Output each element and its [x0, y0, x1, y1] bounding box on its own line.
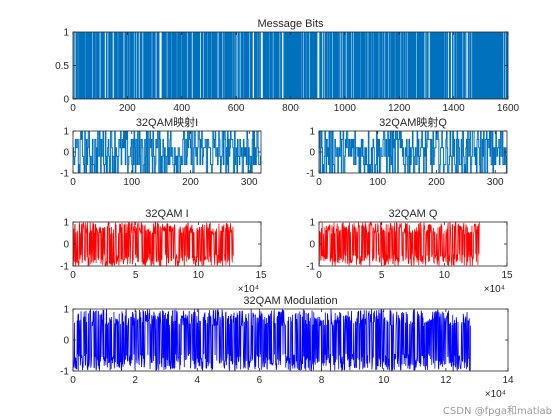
y-tick-label: 0	[63, 148, 69, 159]
x-tick-label: 10	[439, 270, 451, 281]
watermark: CSDN @fpga和matlab	[442, 406, 552, 417]
y-tick-label: 1	[63, 127, 69, 138]
series-signal	[73, 309, 471, 371]
x-tick-label: 15	[255, 270, 267, 281]
series-signal	[73, 222, 234, 266]
x-tick-label: 12	[440, 375, 452, 386]
x-tick-label: 5	[133, 270, 139, 281]
series-levels	[73, 131, 261, 173]
y-tick-label: 0	[309, 148, 315, 159]
x-tick-label: 1600	[497, 103, 520, 114]
x-tick-label: 0	[70, 177, 76, 188]
y-tick-label: 1	[63, 28, 69, 39]
y-tick-label: 0.5	[55, 61, 69, 72]
x-tick-label: 0	[316, 177, 322, 188]
x-tick-label: 14	[502, 375, 514, 386]
x-exponent-label: ×10⁴	[485, 389, 506, 400]
x-tick-label: 10	[193, 270, 205, 281]
x-tick-label: 200	[119, 103, 136, 114]
y-tick-label: 1	[63, 218, 69, 229]
chart-title: 32QAM Q	[389, 208, 438, 220]
data-layer	[73, 309, 471, 371]
x-tick-label: 1200	[388, 103, 411, 114]
chart-title: 32QAM映射Q	[379, 115, 447, 129]
y-tick-label: 0	[63, 336, 69, 347]
y-tick-label: 0	[63, 95, 69, 106]
x-tick-label: 200	[428, 177, 445, 188]
x-tick-label: 300	[241, 177, 258, 188]
series-signal	[319, 222, 480, 266]
series-bits	[73, 32, 508, 99]
x-tick-label: 8	[319, 375, 325, 386]
x-tick-label: 1000	[334, 103, 357, 114]
x-tick-label: 100	[123, 177, 140, 188]
series-levels	[319, 131, 507, 173]
x-tick-label: 600	[228, 103, 245, 114]
x-tick-label: 6	[257, 375, 263, 386]
x-exponent-label: ×10⁴	[484, 284, 505, 295]
y-tick-label: -1	[60, 262, 69, 273]
y-tick-label: 1	[309, 127, 315, 138]
x-tick-label: 400	[173, 103, 190, 114]
x-tick-label: 0	[316, 270, 322, 281]
x-exponent-label: ×10⁴	[238, 284, 259, 295]
x-tick-label: 2	[132, 375, 138, 386]
chart-title: 32QAM I	[145, 208, 188, 220]
x-tick-label: 800	[282, 103, 299, 114]
data-layer	[73, 222, 234, 266]
x-tick-label: 5	[379, 270, 385, 281]
x-tick-label: 15	[501, 270, 513, 281]
x-tick-label: 0	[70, 270, 76, 281]
chart-title: 32QAM映射I	[136, 115, 198, 129]
y-tick-label: -1	[60, 169, 69, 180]
data-layer	[73, 131, 261, 173]
x-tick-label: 200	[182, 177, 199, 188]
chart-title: 32QAM Modulation	[243, 295, 337, 307]
y-tick-label: 0	[309, 240, 315, 251]
message_bits-axes: 0 200 400 600 800 1000 1200 1400 1600 0 0.5 1 Messag…	[55, 18, 519, 114]
x-tick-label: 300	[487, 177, 504, 188]
y-tick-label: 0	[63, 240, 69, 251]
x-tick-label: 4	[195, 375, 201, 386]
y-tick-label: -1	[60, 367, 69, 378]
x-tick-label: 10	[378, 375, 390, 386]
x-tick-label: 100	[369, 177, 386, 188]
data-layer	[319, 131, 507, 173]
y-tick-label: 1	[309, 218, 315, 229]
x-tick-label: 0	[70, 375, 76, 386]
x-tick-label: 0	[70, 103, 76, 114]
y-tick-label: -1	[306, 262, 315, 273]
x-tick-label: 1400	[443, 103, 466, 114]
chart-title: Message Bits	[257, 18, 324, 30]
data-layer	[73, 32, 508, 99]
y-tick-label: 1	[63, 305, 69, 316]
y-tick-label: -1	[306, 169, 315, 180]
data-layer	[319, 222, 480, 266]
